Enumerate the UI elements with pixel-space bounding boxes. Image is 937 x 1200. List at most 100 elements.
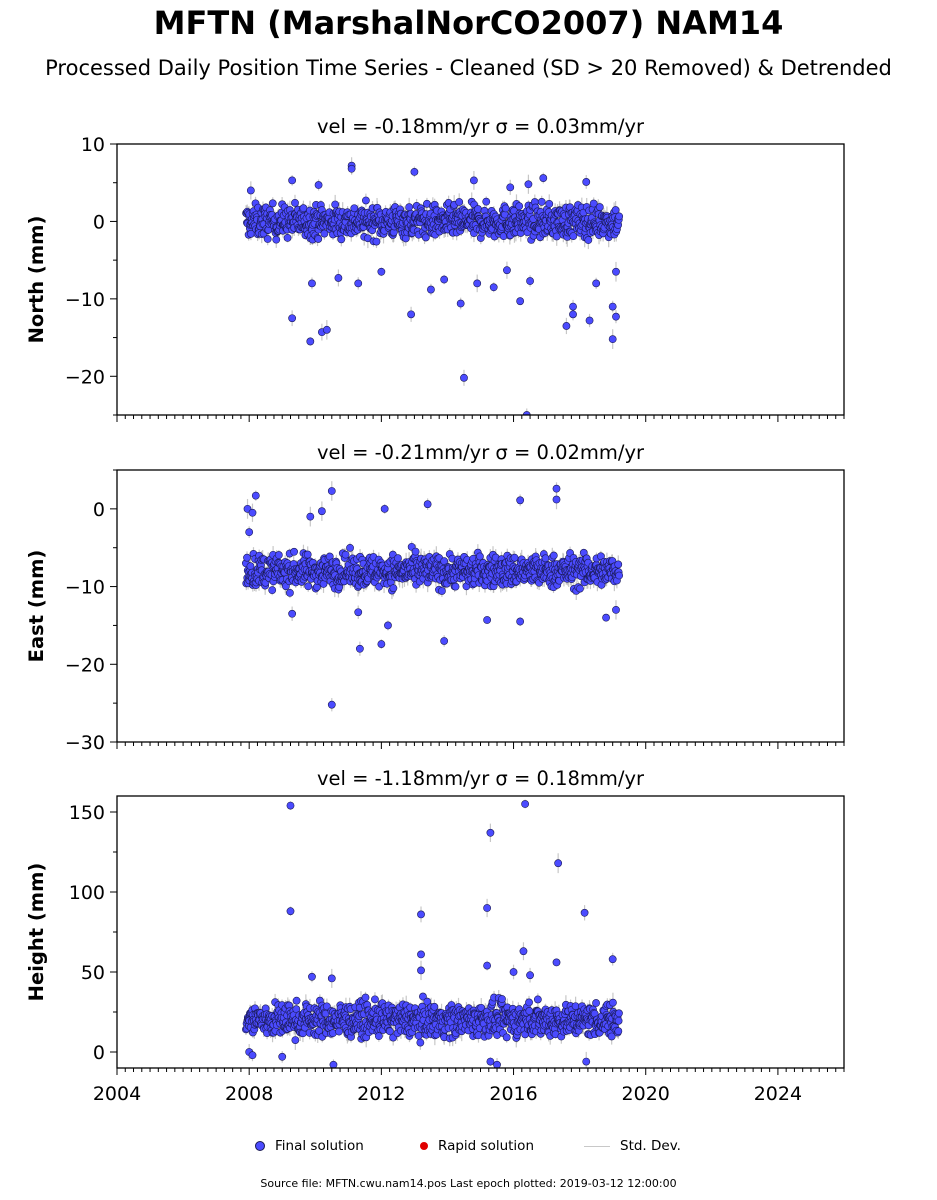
data-point <box>291 198 299 207</box>
data-point <box>288 609 297 618</box>
data-point <box>334 274 343 282</box>
data-point <box>608 335 617 344</box>
data-point <box>421 233 430 242</box>
final-solution-points <box>242 161 624 415</box>
y-axis-label: East (mm) <box>25 550 48 663</box>
final-solution-points <box>242 800 623 1068</box>
y-tick-label: 0 <box>93 499 105 521</box>
data-point <box>331 200 340 209</box>
data-point <box>384 621 392 630</box>
data-point <box>268 586 277 595</box>
data-point <box>389 584 398 593</box>
data-point <box>552 495 561 504</box>
data-point <box>337 235 346 244</box>
data-point <box>350 204 359 213</box>
data-point <box>456 299 465 308</box>
final-solution-points <box>242 484 624 709</box>
data-point <box>549 551 558 560</box>
data-point <box>608 302 617 311</box>
data-point <box>427 285 435 294</box>
data-point <box>612 605 620 614</box>
data-point <box>516 496 525 505</box>
data-point <box>589 199 598 208</box>
data-point <box>501 204 510 213</box>
data-point <box>274 551 283 559</box>
data-point <box>380 504 389 513</box>
data-point <box>537 197 546 206</box>
y-tick-label: −20 <box>65 366 105 388</box>
page-title: MFTN (MarshalNorCO2007) NAM14 <box>153 4 784 42</box>
x-ticks <box>116 742 845 749</box>
data-point <box>592 279 601 288</box>
y-tick-label: 0 <box>93 211 105 233</box>
data-point <box>306 337 315 346</box>
data-point <box>347 164 356 173</box>
data-point <box>476 552 484 561</box>
data-point <box>410 167 419 176</box>
data-point <box>552 484 561 493</box>
data-point <box>455 198 464 206</box>
plot-frame <box>116 469 845 743</box>
data-point <box>291 1036 300 1045</box>
data-point <box>354 279 363 288</box>
data-point <box>299 204 308 213</box>
y-tick-label: 10 <box>81 134 105 156</box>
y-tick-label: −30 <box>65 732 105 754</box>
data-point <box>423 500 432 509</box>
data-point <box>524 180 533 189</box>
y-tick-label: −10 <box>65 577 105 599</box>
panel-title: vel = -0.18mm/yr σ = 0.03mm/yr <box>317 115 645 138</box>
data-point <box>526 277 534 285</box>
data-point <box>248 508 257 517</box>
data-point <box>411 547 420 556</box>
data-point <box>246 186 255 195</box>
data-point <box>377 640 386 648</box>
data-point <box>584 236 593 244</box>
data-point <box>251 491 260 500</box>
panel-1: −20 −10 0 10 vel = -0.18mm/yr σ = 0.03mm/yr N… <box>25 115 845 422</box>
data-point <box>268 199 277 208</box>
data-point <box>341 550 350 559</box>
data-point <box>405 203 414 212</box>
data-point <box>327 700 336 709</box>
data-point <box>292 996 301 1005</box>
data-point <box>482 197 491 206</box>
data-point <box>516 617 525 626</box>
panel-2: −30 −20 −10 0 vel = -0.21mm/yr σ = 0.02mm/yr… <box>25 441 845 754</box>
data-point <box>346 543 354 552</box>
data-point <box>354 608 363 617</box>
y-tick-label: −10 <box>65 289 105 311</box>
data-point <box>263 235 272 243</box>
x-ticks <box>116 415 845 422</box>
data-point <box>355 644 364 653</box>
data-point <box>451 582 460 591</box>
data-point <box>469 176 478 185</box>
data-point <box>576 584 584 593</box>
data-point <box>308 279 316 288</box>
data-point <box>569 310 577 319</box>
data-point <box>288 176 297 185</box>
data-point <box>585 316 594 325</box>
data-point <box>539 174 548 182</box>
data-point <box>515 202 524 211</box>
data-point <box>306 512 315 521</box>
data-point <box>541 554 550 563</box>
data-point <box>437 587 446 595</box>
data-point <box>377 267 386 276</box>
data-point <box>288 314 297 323</box>
data-point <box>243 553 251 562</box>
y-ticks: −20 −10 0 10 <box>65 134 117 416</box>
data-point <box>545 199 554 208</box>
y-ticks: −30 −20 −10 0 <box>65 469 117 754</box>
data-point <box>552 232 561 241</box>
data-point <box>595 203 604 211</box>
data-point <box>474 205 482 213</box>
data-point <box>440 275 449 284</box>
y-tick-label: −20 <box>65 654 105 676</box>
data-point <box>327 487 336 495</box>
data-point <box>272 235 281 244</box>
data-point <box>286 588 294 597</box>
data-point <box>615 212 624 221</box>
page-subtitle: Processed Daily Position Time Series - C… <box>45 56 892 80</box>
